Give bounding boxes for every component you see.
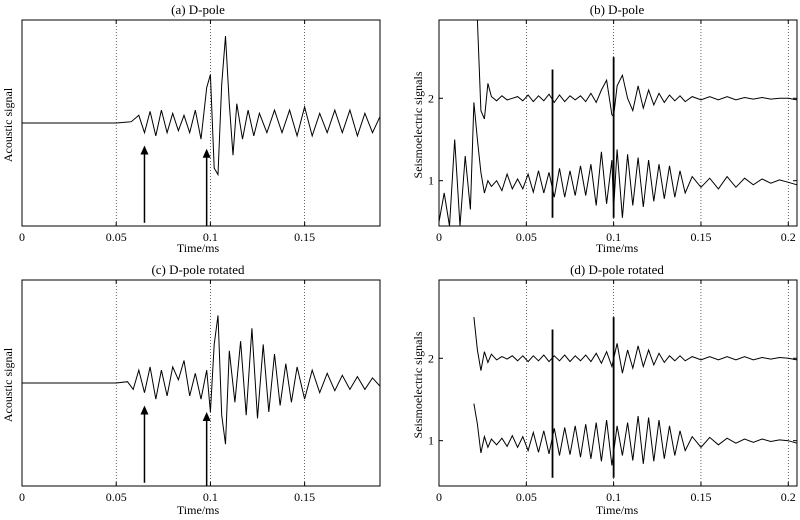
panel-c-xtick-label-1: 0.05 — [106, 490, 127, 504]
panel-a-ylabel: Acoustic signal — [1, 87, 15, 162]
panel-b-ylabel: Seismoelectric signals — [411, 71, 425, 178]
panel-a-arrow-head-0 — [140, 145, 149, 155]
panel-d-frame — [438, 279, 798, 487]
panel-d-xtick-label-2: 0.1 — [606, 490, 621, 504]
panel-b-series-0 — [442, 19, 798, 120]
panel-d: (d) D-pole rotated Seismoelectric signal… — [411, 262, 664, 517]
panel-d-xtick-label-4: 0.2 — [781, 490, 796, 504]
panel-c-plot: 0 0.05 0.1 0.15 — [19, 279, 381, 504]
panel-d-ylabel: Seismoelectric signals — [411, 331, 425, 438]
panel-c-series-0 — [22, 315, 381, 445]
panel-c-arrow-head-0 — [140, 405, 149, 415]
panel-d-title: (d) D-pole rotated — [570, 262, 664, 277]
panel-c-xtick-label-0: 0 — [19, 490, 25, 504]
panel-a-title: (a) D-pole — [171, 2, 225, 17]
panel-b-xtick-label-4: 0.2 — [781, 230, 796, 244]
panel-c-xtick-label-2: 0.1 — [203, 490, 218, 504]
panel-c-arrow-head-1 — [202, 411, 211, 421]
panel-c-frame — [21, 279, 381, 487]
panel-a-xtick-label-0: 0 — [19, 230, 25, 244]
panel-c-ylabel: Acoustic signal — [1, 347, 15, 422]
panel-d-ytick-label-0: 1 — [428, 434, 434, 448]
panel-b-xtick-label-2: 0.1 — [606, 230, 621, 244]
panel-b-xtick-label-0: 0 — [436, 230, 442, 244]
panel-b-ytick-label-1: 2 — [428, 91, 434, 105]
panel-c-xlabel: Time/ms — [177, 503, 220, 517]
panel-b-xlabel: Time/ms — [596, 241, 639, 255]
panel-a-xlabel: Time/ms — [177, 241, 220, 255]
panel-b-series-1 — [438, 102, 798, 227]
panel-b-plot: 0 0.05 0.1 0.15 0.2 1 2 — [428, 19, 798, 244]
panel-d-xtick-label-1: 0.05 — [516, 490, 537, 504]
panel-d-series-0 — [473, 317, 798, 374]
panel-d-xtick-label-0: 0 — [436, 490, 442, 504]
panel-a-arrow-head-1 — [202, 148, 211, 158]
panel-c: (c) D-pole rotated Acoustic signal Time/… — [1, 262, 245, 517]
panel-a-series-0 — [22, 36, 381, 177]
panel-b-frame — [438, 19, 798, 227]
panel-d-series-1 — [473, 403, 798, 466]
panel-a-xtick-label-1: 0.05 — [106, 230, 127, 244]
panel-a: (a) D-pole Acoustic signal Time/ms — [1, 2, 225, 255]
panel-a-xtick-label-3: 0.15 — [294, 230, 315, 244]
panel-b: (b) D-pole Seismoelectric signals Time/m… — [411, 2, 644, 255]
panel-d-ytick-label-1: 2 — [428, 351, 434, 365]
panel-c-xtick-label-3: 0.15 — [294, 490, 315, 504]
panel-d-plot: 0 0.05 0.1 0.15 0.2 1 2 — [428, 279, 798, 504]
panel-d-xtick-label-3: 0.15 — [690, 490, 711, 504]
panel-a-frame — [21, 19, 381, 227]
panel-b-title: (b) D-pole — [590, 2, 645, 17]
panel-b-xtick-label-3: 0.15 — [690, 230, 711, 244]
panel-d-xlabel: Time/ms — [596, 503, 639, 517]
panel-c-title: (c) D-pole rotated — [151, 262, 245, 277]
panel-b-ytick-label-0: 1 — [428, 174, 434, 188]
panel-a-plot: 0 0.05 0.1 0.15 — [19, 19, 381, 244]
panel-a-xtick-label-2: 0.1 — [203, 230, 218, 244]
panel-b-xtick-label-1: 0.05 — [516, 230, 537, 244]
